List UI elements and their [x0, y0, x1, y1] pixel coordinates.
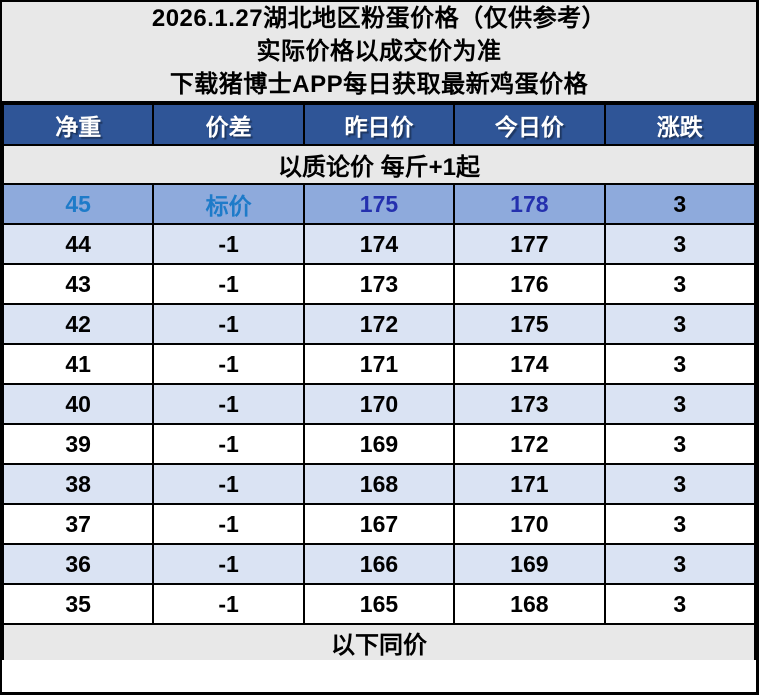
cell-yesterday: 168: [302, 463, 456, 505]
column-header-diff: 价差: [152, 103, 305, 146]
cell-today: 177: [453, 223, 606, 265]
cell-yesterday: 170: [302, 383, 456, 425]
cell-yesterday: 167: [302, 503, 456, 545]
cell-today: 175: [453, 303, 606, 345]
cell-yesterday: 173: [302, 263, 456, 305]
footer-row: 以下同价: [2, 623, 756, 660]
cell-change: 3: [603, 223, 757, 265]
cell-yesterday: 175: [302, 183, 456, 225]
footer-text: 以下同价: [2, 623, 756, 660]
cell-change: 3: [603, 423, 757, 465]
cell-diff: -1: [152, 343, 305, 385]
cell-today: 178: [453, 183, 606, 225]
table-row: 37 -1 167 170 3: [1, 503, 757, 545]
cell-weight: 44: [1, 223, 155, 265]
cell-today: 172: [453, 423, 606, 465]
title-subtitle: 实际价格以成交价为准: [256, 38, 502, 65]
table-row: 40 -1 170 173 3: [1, 383, 757, 425]
cell-weight: 42: [1, 303, 155, 345]
cell-yesterday: 174: [302, 223, 456, 265]
cell-diff: -1: [152, 543, 305, 585]
cell-change: 3: [603, 343, 757, 385]
cell-change: 3: [603, 463, 757, 505]
cell-change: 3: [603, 183, 757, 225]
notice-text: 以质论价 每斤+1起: [2, 144, 756, 185]
cell-diff: -1: [152, 303, 305, 345]
cell-diff: -1: [152, 423, 305, 465]
column-header-change: 涨跌: [603, 103, 757, 146]
cell-yesterday: 172: [302, 303, 456, 345]
price-table-body: 以质论价 每斤+1起 45 标价 175 178 3 44 -1 174 177 3 43 -1 173…: [1, 144, 757, 660]
cell-today: 173: [453, 383, 606, 425]
table-row: 36 -1 166 169 3: [1, 543, 757, 585]
cell-weight: 41: [1, 343, 155, 385]
title-block: 2026.1.27湖北地区粉蛋价格（仅供参考） 实际价格以成交价为准 下载猪博士…: [2, 2, 756, 103]
cell-change: 3: [603, 543, 757, 585]
title-promo: 下载猪博士APP每日获取最新鸡蛋价格: [169, 71, 589, 98]
cell-change: 3: [603, 303, 757, 345]
cell-change: 3: [603, 503, 757, 545]
cell-diff: -1: [152, 463, 305, 505]
table-row: 41 -1 171 174 3: [1, 343, 757, 385]
cell-weight: 36: [1, 543, 155, 585]
cell-diff: -1: [152, 503, 305, 545]
cell-diff: -1: [152, 223, 305, 265]
column-header-weight: 净重: [1, 103, 155, 146]
table-row: 39 -1 169 172 3: [1, 423, 757, 465]
notice-row: 以质论价 每斤+1起: [2, 144, 756, 185]
column-header-today: 今日价: [453, 103, 606, 146]
table-row: 42 -1 172 175 3: [1, 303, 757, 345]
cell-weight: 38: [1, 463, 155, 505]
cell-change: 3: [603, 583, 757, 625]
cell-today: 169: [453, 543, 606, 585]
cell-weight: 43: [1, 263, 155, 305]
table-row: 43 -1 173 176 3: [1, 263, 757, 305]
cell-yesterday: 169: [302, 423, 456, 465]
cell-today: 176: [453, 263, 606, 305]
cell-today: 170: [453, 503, 606, 545]
price-table: 净重 价差 昨日价 今日价 涨跌 以质论价 每斤+1起 45 标价 175 178 3 4…: [1, 103, 757, 660]
cell-diff: -1: [152, 383, 305, 425]
cell-weight: 35: [1, 583, 155, 625]
column-header-yesterday: 昨日价: [302, 103, 456, 146]
cell-weight: 37: [1, 503, 155, 545]
cell-weight: 40: [1, 383, 155, 425]
cell-yesterday: 171: [302, 343, 456, 385]
table-row: 44 -1 174 177 3: [1, 223, 757, 265]
table-row: 45 标价 175 178 3: [1, 183, 757, 225]
cell-today: 174: [453, 343, 606, 385]
cell-today: 168: [453, 583, 606, 625]
page-title: 2026.1.27湖北地区粉蛋价格（仅供参考）: [151, 5, 607, 32]
table-row: 38 -1 168 171 3: [1, 463, 757, 505]
cell-yesterday: 165: [302, 583, 456, 625]
table-header-row: 净重 价差 昨日价 今日价 涨跌: [1, 103, 757, 146]
cell-diff: -1: [152, 263, 305, 305]
cell-diff: -1: [152, 583, 305, 625]
cell-weight: 39: [1, 423, 155, 465]
cell-change: 3: [603, 383, 757, 425]
table-row: 35 -1 165 168 3: [1, 583, 757, 625]
cell-change: 3: [603, 263, 757, 305]
cell-yesterday: 166: [302, 543, 456, 585]
cell-today: 171: [453, 463, 606, 505]
cell-weight: 45: [1, 183, 155, 225]
cell-diff: 标价: [152, 183, 305, 225]
